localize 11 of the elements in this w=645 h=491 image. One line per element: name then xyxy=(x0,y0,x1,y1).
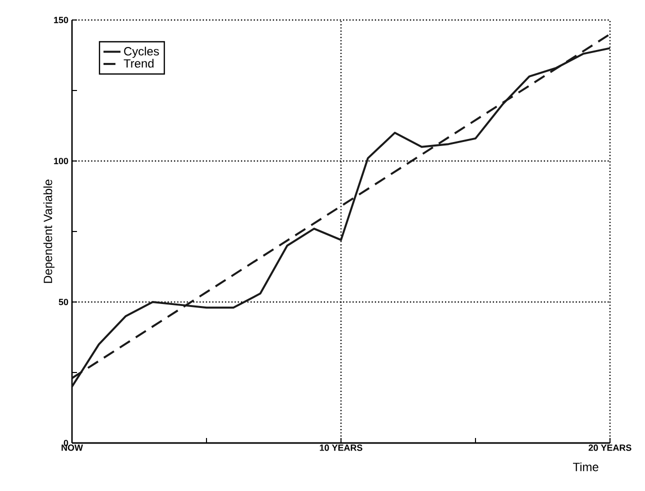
x-tick-label: 20 YEARS xyxy=(588,444,632,451)
legend-label: Cycles xyxy=(124,46,159,58)
x-tick-label: NOW xyxy=(62,444,83,451)
x-axis-title: Time xyxy=(573,462,598,472)
y-tick-label: 100 xyxy=(54,158,68,164)
x-tick-label: 10 YEARS xyxy=(320,444,362,451)
y-tick-label: 0 xyxy=(64,440,68,446)
y-tick-label: 50 xyxy=(58,298,68,306)
y-tick-label: 150 xyxy=(54,16,68,24)
y-axis-title: Dependent Variable xyxy=(43,180,55,283)
legend-label: Trend xyxy=(124,58,154,68)
